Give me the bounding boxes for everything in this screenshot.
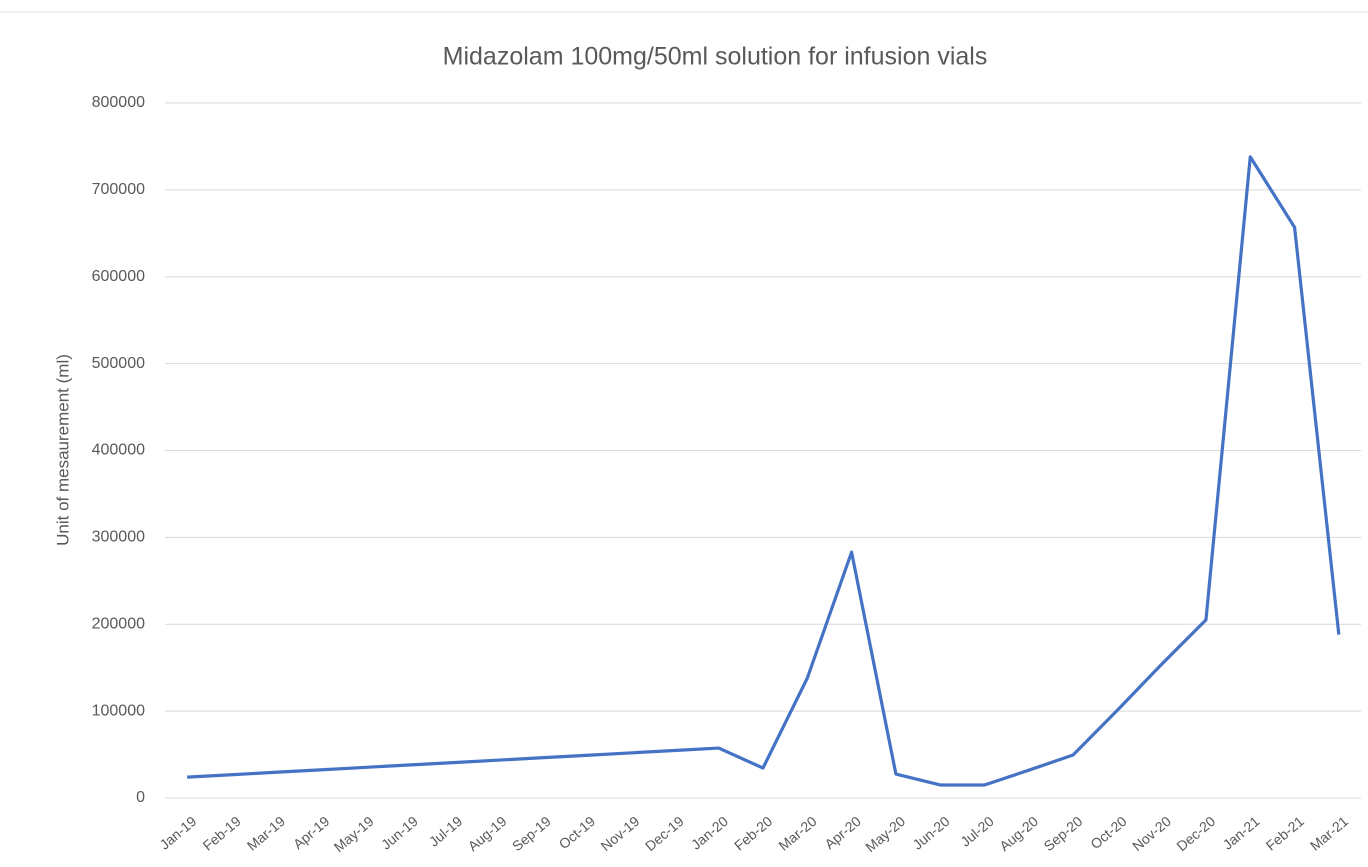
y-tick-label: 500000 <box>92 355 145 372</box>
y-tick-label: 0 <box>136 789 145 806</box>
chart-title: Midazolam 100mg/50ml solution for infusi… <box>443 43 988 71</box>
y-tick-label: 700000 <box>92 181 145 198</box>
y-tick-label: 800000 <box>92 94 145 111</box>
y-tick-label: 200000 <box>92 615 145 632</box>
y-tick-label: 600000 <box>92 268 145 285</box>
y-tick-label: 300000 <box>92 529 145 546</box>
y-tick-label: 100000 <box>92 702 145 719</box>
data-line <box>187 155 1341 787</box>
y-axis-label: Unit of mesaurement (ml) <box>53 354 72 546</box>
y-tick-label: 400000 <box>92 442 145 459</box>
